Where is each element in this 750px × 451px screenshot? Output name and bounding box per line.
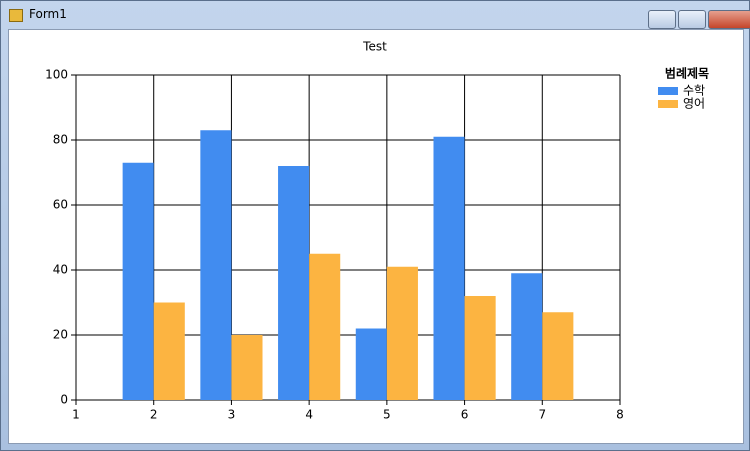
y-tick-label: 80 [53, 133, 68, 147]
y-tick-label: 20 [53, 328, 68, 342]
bar [122, 162, 154, 400]
legend-label: 수학 [683, 84, 705, 98]
bar [309, 253, 341, 400]
y-tick-label: 60 [53, 198, 68, 212]
bar [231, 335, 263, 400]
x-tick-label: 7 [538, 408, 546, 422]
x-tick-label: 4 [305, 408, 313, 422]
legend-label: 영어 [683, 97, 705, 111]
bar [464, 296, 496, 400]
app-icon [9, 9, 23, 22]
bar [433, 136, 465, 400]
close-button[interactable] [708, 10, 750, 29]
bar [200, 130, 232, 400]
bar [153, 302, 185, 400]
x-tick-label: 8 [616, 408, 624, 422]
x-tick-label: 3 [228, 408, 236, 422]
x-tick-label: 6 [461, 408, 469, 422]
bar [542, 312, 574, 400]
bar [355, 328, 387, 400]
chart-title: Test [362, 40, 387, 54]
x-tick-label: 1 [72, 408, 80, 422]
title-bar: Form1 [1, 1, 750, 29]
maximize-button[interactable] [678, 10, 706, 29]
legend-swatch [658, 100, 678, 108]
y-tick-label: 100 [45, 68, 68, 82]
bar [511, 273, 543, 400]
x-tick-label: 5 [383, 408, 391, 422]
legend-swatch [658, 87, 678, 95]
y-tick-label: 0 [60, 393, 68, 407]
x-tick-label: 2 [150, 408, 158, 422]
bar [278, 166, 310, 400]
window-title: Form1 [29, 7, 67, 21]
y-tick-label: 40 [53, 263, 68, 277]
minimize-button[interactable] [648, 10, 676, 29]
bar [386, 266, 418, 400]
legend-title: 범례제목 [665, 66, 709, 81]
